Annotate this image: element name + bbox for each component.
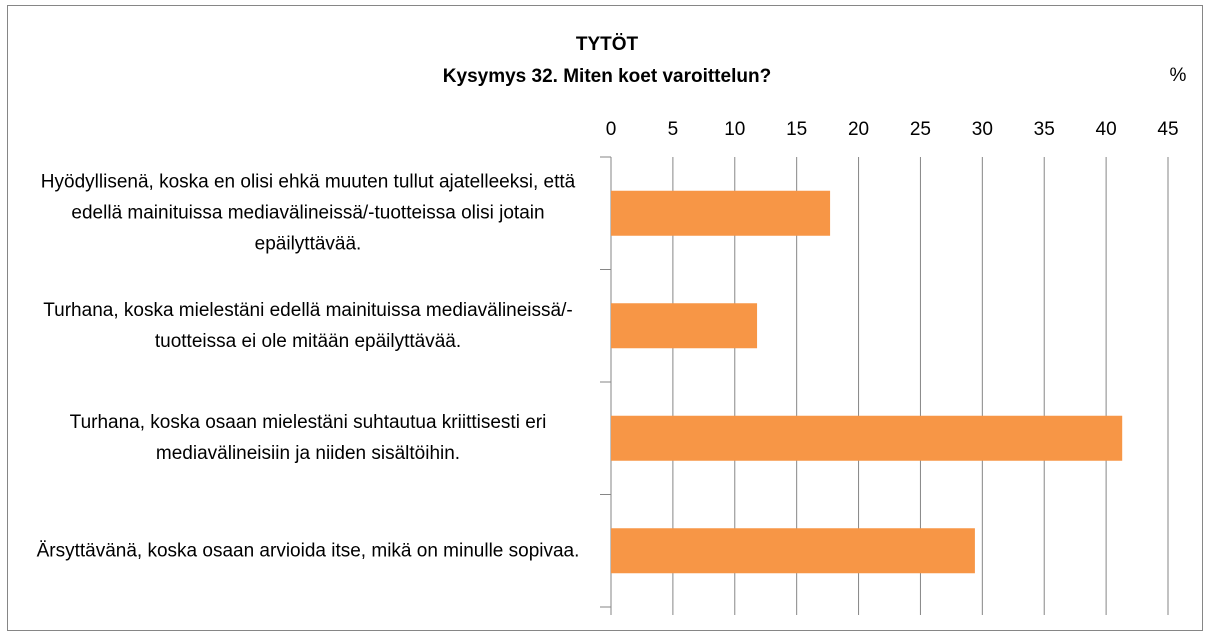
x-tick-label: 15 <box>786 119 807 140</box>
y-tick-label: Hyödyllisenä, koska en olisi ehkä muuten… <box>40 171 576 255</box>
x-tick-label: 0 <box>606 119 617 140</box>
y-tick-label: Turhana, koska osaan mielestäni suhtautu… <box>69 412 547 465</box>
bar <box>611 415 1123 461</box>
y-tick-label: Ärsyttävänä, koska osaan arvioida itse, … <box>36 540 580 562</box>
axis-label: % <box>1170 65 1187 86</box>
x-tick-label: 25 <box>910 119 931 140</box>
x-tick-label: 45 <box>1157 119 1178 140</box>
x-tick-label: 30 <box>972 119 993 140</box>
chart-title: TYTÖT <box>576 34 639 55</box>
x-tick-label: 40 <box>1096 119 1117 140</box>
bar <box>611 303 758 349</box>
y-tick-label: Turhana, koska mielestäni edellä mainitu… <box>43 299 573 352</box>
x-tick-label: 5 <box>668 119 679 140</box>
chart-frame <box>7 5 1203 631</box>
x-tick-label: 20 <box>848 119 869 140</box>
chart-subtitle: Kysymys 32. Miten koet varoittelun? <box>443 66 771 87</box>
x-tick-label: 10 <box>724 119 745 140</box>
bar <box>611 528 975 574</box>
bar <box>611 190 831 236</box>
x-tick-label: 35 <box>1034 119 1055 140</box>
